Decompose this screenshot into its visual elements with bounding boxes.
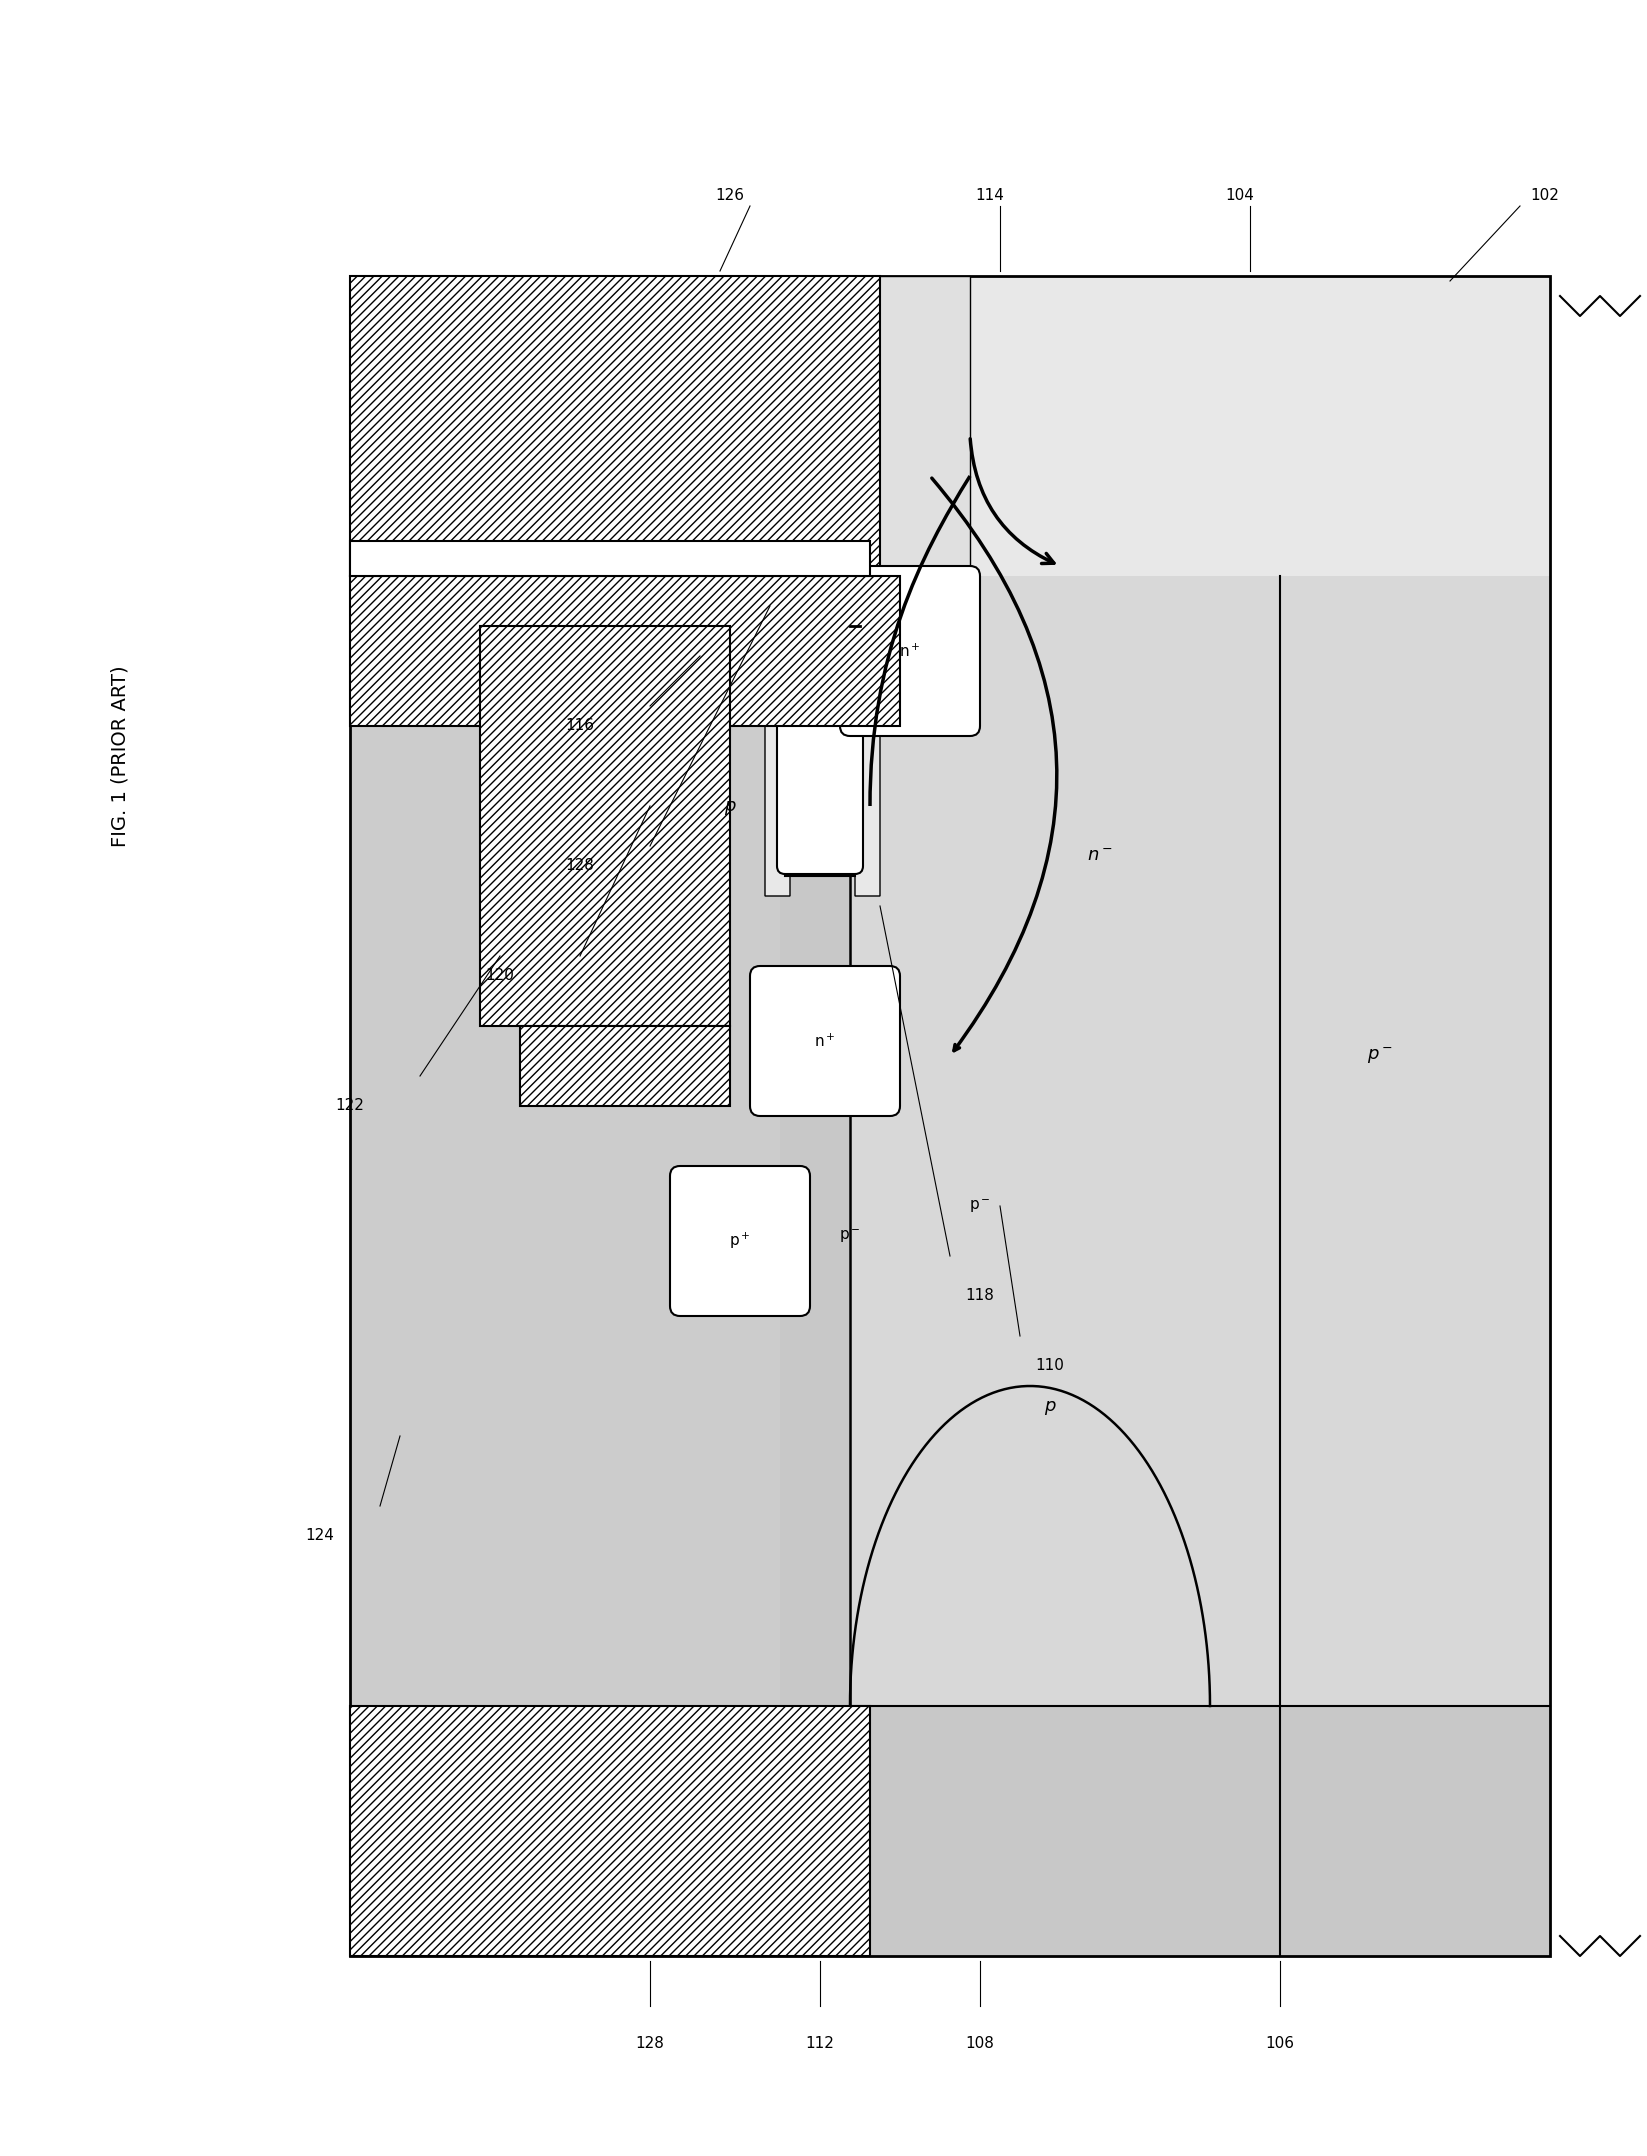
Bar bbox=[351, 276, 1550, 1955]
Text: 122: 122 bbox=[336, 1100, 364, 1112]
Text: p$^-$: p$^-$ bbox=[968, 1197, 991, 1214]
Bar bbox=[781, 576, 850, 1705]
Text: FIG. 1 (PRIOR ART): FIG. 1 (PRIOR ART) bbox=[110, 666, 130, 847]
Bar bbox=[479, 625, 730, 1026]
Bar bbox=[351, 276, 879, 576]
FancyBboxPatch shape bbox=[749, 966, 899, 1117]
Bar bbox=[351, 1705, 1550, 1955]
FancyBboxPatch shape bbox=[764, 567, 791, 897]
Text: 104: 104 bbox=[1225, 188, 1255, 203]
Bar bbox=[351, 276, 1550, 576]
Text: p$^+$: p$^+$ bbox=[730, 1231, 751, 1250]
Text: p: p bbox=[725, 798, 736, 815]
Text: 120: 120 bbox=[486, 968, 514, 983]
FancyBboxPatch shape bbox=[840, 567, 980, 735]
Text: 124: 124 bbox=[306, 1529, 334, 1544]
Bar bbox=[351, 276, 1550, 1955]
Text: 108: 108 bbox=[965, 2035, 995, 2050]
Text: p$^-$: p$^-$ bbox=[840, 1227, 861, 1244]
FancyBboxPatch shape bbox=[670, 1166, 810, 1315]
Text: 128: 128 bbox=[565, 858, 595, 873]
Text: n$^+$: n$^+$ bbox=[814, 1033, 835, 1050]
FancyBboxPatch shape bbox=[777, 567, 863, 873]
FancyBboxPatch shape bbox=[855, 567, 879, 897]
Text: 116: 116 bbox=[565, 718, 595, 733]
Text: 110: 110 bbox=[1036, 1358, 1064, 1373]
Text: 106: 106 bbox=[1265, 2035, 1295, 2050]
Bar bbox=[870, 276, 970, 576]
Text: 114: 114 bbox=[975, 188, 1005, 203]
Bar bbox=[850, 576, 1550, 1705]
Text: n$^+$: n$^+$ bbox=[899, 642, 921, 660]
Text: 118: 118 bbox=[965, 1289, 995, 1304]
Text: p$^-$: p$^-$ bbox=[1367, 1046, 1393, 1065]
Bar bbox=[351, 1705, 870, 1955]
Text: 126: 126 bbox=[715, 188, 744, 203]
Text: p: p bbox=[1044, 1397, 1056, 1414]
Text: n$^-$: n$^-$ bbox=[1087, 847, 1113, 865]
Text: 102: 102 bbox=[1530, 188, 1558, 203]
FancyArrowPatch shape bbox=[970, 440, 1054, 563]
Bar bbox=[351, 576, 899, 727]
Bar bbox=[520, 1026, 730, 1106]
Text: 128: 128 bbox=[636, 2035, 664, 2050]
Text: 112: 112 bbox=[805, 2035, 835, 2050]
Bar bbox=[351, 541, 870, 576]
FancyBboxPatch shape bbox=[786, 576, 855, 875]
